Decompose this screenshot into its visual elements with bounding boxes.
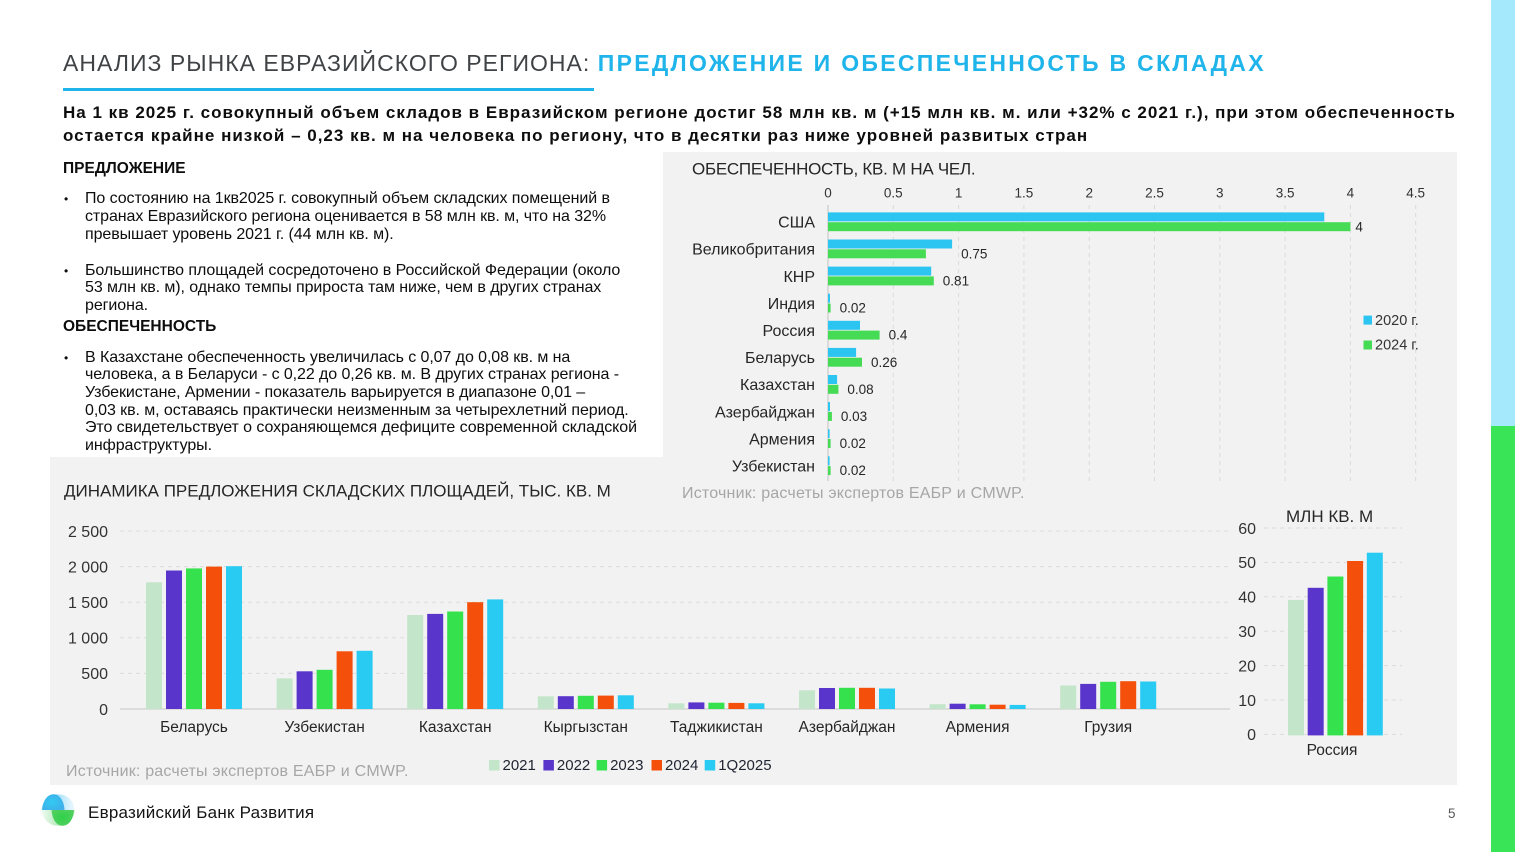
svg-text:0.81: 0.81	[943, 274, 969, 289]
svg-text:1 000: 1 000	[68, 631, 108, 648]
svg-text:0: 0	[1247, 727, 1256, 744]
svg-text:1 500: 1 500	[68, 595, 108, 612]
svg-text:Великобритания: Великобритания	[692, 242, 815, 259]
svg-text:1: 1	[955, 186, 963, 201]
svg-text:2: 2	[1085, 186, 1093, 201]
svg-text:4.5: 4.5	[1406, 186, 1425, 201]
svg-text:2021: 2021	[503, 757, 536, 774]
svg-text:Беларусь: Беларусь	[745, 350, 815, 367]
svg-text:Россия: Россия	[763, 323, 815, 340]
svg-text:1.5: 1.5	[1015, 186, 1034, 201]
svg-text:Узбекистан: Узбекистан	[284, 719, 365, 736]
svg-text:0.5: 0.5	[884, 186, 903, 201]
svg-text:Россия: Россия	[1307, 742, 1358, 759]
svg-text:10: 10	[1238, 693, 1256, 710]
svg-text:0.02: 0.02	[840, 436, 866, 451]
svg-text:2 000: 2 000	[68, 559, 108, 576]
svg-text:2 500: 2 500	[68, 524, 108, 541]
svg-text:Беларусь: Беларусь	[160, 719, 228, 736]
svg-text:МЛН КВ. М: МЛН КВ. М	[1286, 507, 1373, 526]
svg-text:Таджикистан: Таджикистан	[670, 719, 763, 736]
svg-text:0: 0	[824, 186, 832, 201]
svg-text:КНР: КНР	[783, 269, 815, 286]
svg-text:3.5: 3.5	[1276, 186, 1295, 201]
svg-text:0.08: 0.08	[847, 382, 873, 397]
svg-text:США: США	[778, 215, 815, 232]
svg-text:60: 60	[1238, 521, 1256, 538]
svg-text:40: 40	[1238, 590, 1256, 607]
svg-text:0.02: 0.02	[840, 463, 866, 478]
svg-text:Армения: Армения	[946, 719, 1010, 736]
svg-text:2022: 2022	[557, 757, 590, 774]
svg-text:Армения: Армения	[749, 431, 815, 448]
svg-text:Казахстан: Казахстан	[740, 377, 815, 394]
svg-text:0: 0	[99, 702, 108, 719]
svg-text:20: 20	[1238, 658, 1256, 675]
svg-text:4: 4	[1347, 186, 1355, 201]
svg-text:Кыргызстан: Кыргызстан	[544, 719, 628, 736]
svg-text:2020 г.: 2020 г.	[1375, 313, 1419, 329]
svg-text:0.03: 0.03	[841, 409, 867, 424]
svg-text:50: 50	[1238, 555, 1256, 572]
svg-text:0.75: 0.75	[961, 246, 987, 261]
svg-text:Азербайджан: Азербайджан	[799, 719, 896, 736]
svg-text:0.4: 0.4	[889, 328, 908, 343]
svg-text:Азербайджан: Азербайджан	[715, 404, 815, 421]
svg-text:2023: 2023	[610, 757, 643, 774]
svg-text:0.02: 0.02	[840, 301, 866, 316]
svg-text:2024 г.: 2024 г.	[1375, 338, 1419, 354]
svg-text:2024: 2024	[665, 757, 698, 774]
svg-text:500: 500	[81, 666, 108, 683]
svg-text:Казахстан: Казахстан	[419, 719, 492, 736]
svg-text:ОБЕСПЕЧЕННОСТЬ, КВ. М НА ЧЕЛ.: ОБЕСПЕЧЕННОСТЬ, КВ. М НА ЧЕЛ.	[692, 160, 975, 179]
svg-text:3: 3	[1216, 186, 1224, 201]
svg-text:0.26: 0.26	[871, 355, 897, 370]
svg-text:1Q2025: 1Q2025	[718, 757, 771, 774]
svg-text:Узбекистан: Узбекистан	[732, 459, 815, 476]
svg-text:2.5: 2.5	[1145, 186, 1164, 201]
svg-text:4: 4	[1355, 219, 1363, 234]
svg-text:Грузия: Грузия	[1084, 719, 1132, 736]
svg-text:Индия: Индия	[768, 296, 815, 313]
svg-text:ДИНАМИКА ПРЕДЛОЖЕНИЯ СКЛАДСКИХ: ДИНАМИКА ПРЕДЛОЖЕНИЯ СКЛАДСКИХ ПЛОЩАДЕЙ,…	[64, 482, 611, 501]
svg-text:30: 30	[1238, 624, 1256, 641]
